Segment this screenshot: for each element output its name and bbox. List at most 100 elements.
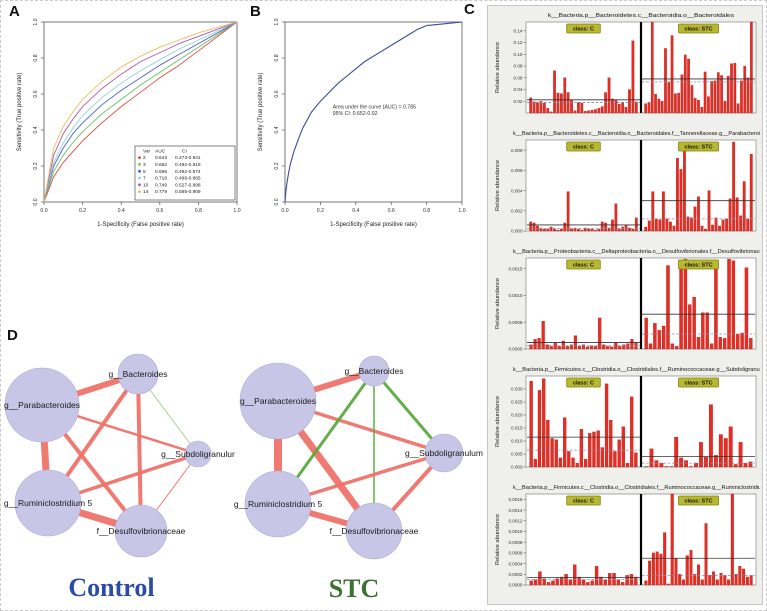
bar [644, 103, 647, 114]
panel-b-label: B [250, 3, 261, 20]
svg-text:0.492-0.819: 0.492-0.819 [175, 162, 201, 168]
bar [537, 338, 541, 350]
svg-text:0.08: 0.08 [514, 64, 523, 69]
svg-text:0.749: 0.749 [155, 182, 167, 188]
abund-ruminiclostridium5: k__Bacteria.p__Firmicutes.c__Clostridia.… [490, 480, 760, 597]
y-axis-label: Relative abundance [495, 278, 501, 329]
bar [704, 456, 708, 468]
bar-group-c: class: C [527, 377, 640, 468]
bar [657, 98, 661, 114]
bar [647, 220, 651, 232]
node-label: g__Parabacteroides [4, 400, 80, 410]
abund-subdoligranulum: k__Bacteria.p__Firmicutes.c__Clostridia.… [490, 362, 760, 479]
svg-text:0.4: 0.4 [274, 126, 280, 133]
bar-group-stc: class: STC [642, 258, 755, 350]
bar [611, 219, 614, 232]
bar [583, 459, 588, 468]
bar [684, 460, 689, 468]
svg-text:0.02: 0.02 [514, 99, 523, 104]
bar [590, 109, 594, 114]
bar [687, 58, 690, 114]
bar [594, 346, 598, 350]
bar [560, 576, 564, 586]
svg-text:0.0016: 0.0016 [508, 497, 522, 502]
node-bacteroides [117, 353, 159, 395]
bar [568, 579, 573, 586]
svg-text:95% CI: 0.652-0.92: 95% CI: 0.652-0.92 [333, 111, 378, 117]
bar [648, 560, 652, 586]
svg-text:5: 5 [143, 169, 146, 175]
bar [587, 110, 590, 114]
subplot-title: k__Bacteria.p__Proteobacteria.c__Deltapr… [513, 249, 760, 255]
bar [748, 461, 753, 468]
node-ruminiclostridium5 [14, 469, 82, 537]
bar [569, 344, 573, 350]
svg-text:0.2: 0.2 [79, 208, 86, 214]
bar [683, 54, 687, 114]
bar [541, 321, 545, 350]
bar [726, 75, 730, 114]
bar [616, 579, 621, 586]
bar [661, 325, 666, 350]
bar [542, 228, 546, 232]
bar-group-stc: class: STC [642, 141, 755, 232]
bar [667, 82, 671, 114]
bar [670, 343, 675, 350]
svg-text:0.8: 0.8 [195, 208, 202, 214]
bar [537, 390, 542, 468]
svg-text:2: 2 [143, 155, 146, 161]
node-subdoligranulum [184, 440, 212, 468]
bar [634, 576, 638, 586]
bar [546, 420, 550, 468]
svg-text:1.0: 1.0 [274, 18, 280, 25]
bar [597, 108, 601, 114]
bar [580, 229, 584, 232]
bar [744, 267, 749, 350]
bar [607, 227, 611, 232]
svg-text:0.0: 0.0 [33, 198, 39, 205]
bar [533, 459, 537, 468]
bar [711, 224, 714, 232]
bar [690, 217, 693, 232]
roc-single-chart: 0.0 0.2 0.4 0.6 0.8 1.0 0.0 0.2 0.4 0.6 0.8 1.0 1-Sp… [254, 17, 468, 234]
subplot-title: k__Bacteria.p__Bacteroidetes.c__Bacteroi… [548, 13, 734, 19]
bar [529, 97, 533, 114]
bar [650, 21, 654, 114]
bar [625, 575, 629, 586]
node-ruminiclostridium5 [244, 470, 312, 538]
node-subdoligranulum [424, 433, 464, 473]
node-label: g__Subdoligranulur [161, 449, 235, 459]
bar [679, 260, 683, 350]
bar [644, 466, 649, 468]
bar [738, 442, 743, 468]
y-axis-label: Relative abundance [495, 514, 501, 565]
bar-group-c: class: C [527, 495, 640, 586]
svg-text:0.718: 0.718 [155, 176, 167, 182]
bar [634, 217, 638, 232]
bar [717, 72, 720, 114]
bar [689, 466, 693, 468]
bar [709, 343, 714, 350]
bar [612, 573, 616, 586]
class-label-box [678, 377, 719, 388]
bar [707, 96, 710, 114]
bar [625, 462, 630, 468]
svg-text:0.0005: 0.0005 [508, 320, 522, 325]
svg-text:CI: CI [182, 149, 187, 155]
panel-a-label: A [9, 3, 20, 20]
bar [728, 426, 733, 468]
svg-text:0.020: 0.020 [511, 413, 523, 418]
bar [571, 457, 575, 468]
bar [570, 228, 573, 232]
svg-text:0.000: 0.000 [511, 465, 523, 470]
roc-curve-10 [43, 21, 238, 203]
svg-text:0.473-0.841: 0.473-0.841 [175, 155, 201, 161]
bar [674, 93, 677, 114]
bar [631, 40, 635, 114]
bar [736, 333, 740, 350]
bar [749, 338, 753, 350]
bar [630, 339, 634, 350]
bar [728, 198, 732, 232]
bar [580, 102, 584, 114]
subplot-title: k__Bacteria.p__Firmicutes.c__Clostridia.… [513, 485, 760, 491]
